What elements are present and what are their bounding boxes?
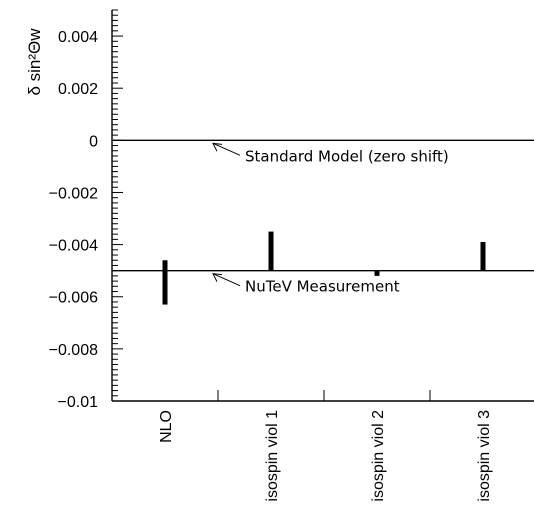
reference-line-label: Standard Model (zero shift) (245, 147, 449, 165)
annotation-arrowhead (212, 142, 223, 152)
y-tick-label: −0.008 (49, 342, 98, 359)
y-axis-label: δ sin²Θw (25, 28, 44, 96)
data-bar (480, 241, 486, 271)
x-category-label: isospin viol 1 (264, 410, 281, 502)
reference-line-label: NuTeV Measurement (245, 278, 400, 296)
annotation-arrow (212, 142, 241, 156)
annotation-arrow (212, 273, 241, 287)
data-bar (268, 231, 274, 271)
y-tick-label: −0.006 (49, 290, 98, 307)
y-tick-label: −0.002 (49, 185, 98, 202)
y-tick-label: −0.004 (49, 238, 98, 255)
data-bar (374, 270, 380, 276)
data-bar (162, 260, 168, 305)
x-category-label: isospin viol 2 (370, 410, 387, 502)
y-tick-label: 0.004 (58, 29, 98, 46)
x-category-label: NLO (158, 410, 175, 443)
y-tick-label: −0.01 (58, 394, 99, 411)
y-tick-label: 0 (89, 133, 98, 150)
x-category-label: isospin viol 3 (476, 410, 493, 502)
y-tick-label: 0.002 (58, 81, 98, 98)
annotation-arrowhead (212, 273, 223, 282)
